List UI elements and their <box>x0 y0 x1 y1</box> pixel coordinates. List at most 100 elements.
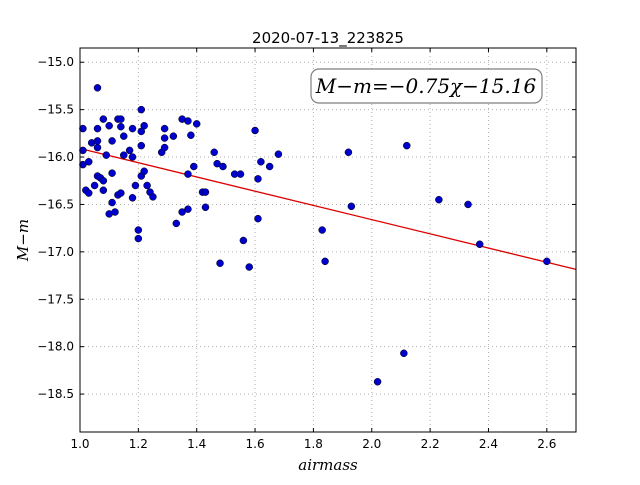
data-point <box>187 131 195 139</box>
x-tick-label: 1.0 <box>70 437 89 451</box>
x-tick-label: 1.6 <box>246 437 265 451</box>
data-point <box>160 124 169 133</box>
data-point <box>373 377 382 386</box>
data-point <box>120 132 128 140</box>
data-point <box>99 186 108 194</box>
data-point <box>140 121 148 130</box>
data-point <box>464 200 472 209</box>
fit-equation-text: M−m=−0.75χ−15.16 <box>315 74 537 98</box>
data-point <box>318 226 326 234</box>
data-point <box>143 181 151 190</box>
data-point <box>265 162 274 171</box>
data-point <box>108 169 116 177</box>
data-point <box>254 175 262 183</box>
x-tick-label: 2.6 <box>537 437 556 451</box>
x-axis-label: airmass <box>298 456 358 474</box>
data-point <box>99 115 108 123</box>
x-tick-label: 1.2 <box>129 437 148 451</box>
data-point <box>134 226 143 234</box>
data-point <box>236 170 245 178</box>
data-point <box>137 105 146 114</box>
fit-line <box>79 147 577 271</box>
data-points <box>79 84 551 386</box>
data-point <box>117 115 125 123</box>
data-point <box>117 122 125 131</box>
data-point <box>140 167 148 176</box>
data-point <box>137 141 146 150</box>
data-point <box>201 203 210 212</box>
data-point <box>149 193 157 201</box>
data-point <box>347 202 356 211</box>
axis-ticks: 1.0 1.2 1.4 1.6 1.8 2.0 2.2 2.4 2.6 −15.0 −15.5 −16… <box>37 48 576 451</box>
y-tick-label: −18.0 <box>37 340 74 354</box>
data-point <box>93 143 102 152</box>
data-point <box>128 153 137 161</box>
data-point <box>99 176 108 185</box>
data-point <box>169 132 178 140</box>
y-tick-label: −16.0 <box>37 150 74 164</box>
data-point <box>216 259 224 267</box>
data-point <box>251 126 259 135</box>
data-point <box>219 162 227 171</box>
data-point <box>93 84 102 92</box>
data-point <box>210 148 218 157</box>
data-point <box>108 137 116 145</box>
data-point <box>134 234 143 243</box>
y-tick-label: −17.0 <box>37 245 74 259</box>
data-point <box>102 151 111 159</box>
data-point <box>190 162 198 171</box>
data-point <box>108 198 116 207</box>
plot-frame <box>79 47 577 433</box>
data-point <box>274 150 283 158</box>
grid-lines <box>79 48 576 432</box>
data-point <box>254 214 262 223</box>
data-point <box>239 236 248 245</box>
data-point <box>400 349 408 358</box>
data-point <box>245 263 253 271</box>
chart-title: 2020-07-13_223825 <box>252 29 404 48</box>
data-point <box>131 181 140 190</box>
data-point <box>403 141 411 150</box>
y-tick-label: −16.5 <box>37 197 74 211</box>
data-point <box>321 257 329 266</box>
y-tick-label: −15.5 <box>37 103 74 117</box>
fit-equation-frame <box>310 68 543 104</box>
y-tick-label: −17.5 <box>37 292 74 306</box>
data-point <box>201 188 210 196</box>
data-point <box>172 219 181 228</box>
data-point <box>79 124 87 133</box>
data-point <box>128 124 137 133</box>
data-point <box>184 170 192 178</box>
data-point <box>85 189 93 197</box>
data-point <box>117 189 125 197</box>
data-point <box>184 205 192 213</box>
data-point <box>160 134 169 142</box>
data-point <box>160 143 169 152</box>
fit-line-layer <box>79 147 577 271</box>
data-point <box>93 137 102 145</box>
data-point <box>125 146 134 155</box>
data-point <box>257 158 265 166</box>
y-axis-label: M−m <box>14 219 32 262</box>
data-point <box>475 240 484 249</box>
data-point <box>111 208 119 216</box>
data-point <box>192 120 201 128</box>
data-point <box>85 158 93 166</box>
plot-area <box>80 48 576 432</box>
x-tick-label: 1.4 <box>187 437 206 451</box>
data-point <box>79 146 87 155</box>
data-point <box>120 151 128 159</box>
data-point <box>90 181 99 190</box>
data-point <box>344 148 353 157</box>
y-tick-label: −15.0 <box>37 55 74 69</box>
x-tick-label: 2.0 <box>362 437 381 451</box>
fit-equation-box: M−m=−0.75χ−15.16 <box>310 68 543 104</box>
data-point <box>93 124 102 133</box>
x-tick-label: 1.8 <box>304 437 323 451</box>
x-tick-label: 2.4 <box>479 437 498 451</box>
data-point <box>435 195 443 204</box>
x-tick-label: 2.2 <box>421 437 440 451</box>
data-point <box>184 117 192 125</box>
data-point <box>543 257 551 266</box>
